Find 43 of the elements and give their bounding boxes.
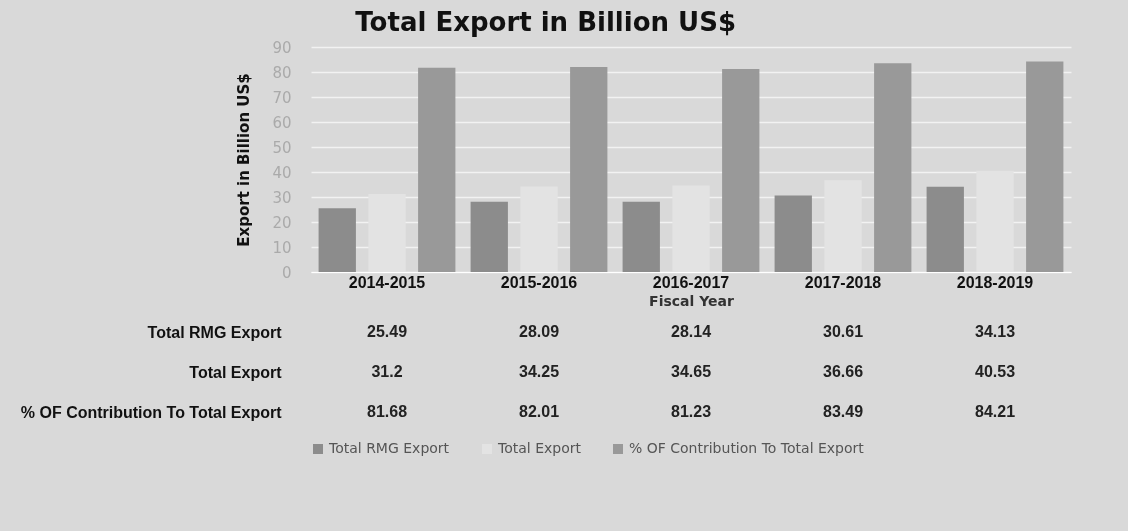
data-label: 82.01 [518, 403, 560, 420]
data-label: 28.09 [518, 323, 560, 340]
bar [470, 201, 508, 272]
bar [926, 186, 964, 272]
bar [774, 195, 812, 272]
data-label: 30.61 [822, 323, 864, 340]
x-tick-label: 2014-2015 [348, 273, 426, 291]
bar [622, 201, 660, 272]
x-tick-label: 2016-2017 [652, 273, 730, 291]
data-label: 81.23 [670, 403, 712, 420]
data-label: 28.14 [670, 323, 712, 340]
y-axis-title: Export in Billion US$ [235, 73, 254, 247]
data-label: 36.66 [822, 363, 864, 380]
data-label: 83.49 [822, 403, 864, 420]
bar [824, 180, 862, 272]
chart-title: Total Export in Billion US$ [355, 7, 736, 37]
data-label: 34.25 [518, 363, 560, 380]
legend-label: % OF Contribution To Total Export [629, 440, 865, 456]
x-tick-label: 2017-2018 [804, 273, 882, 291]
legend-label: Total Export [497, 440, 582, 456]
text: % OF Contribution To Total Export [20, 403, 282, 421]
x-axis-title: Fiscal Year [649, 292, 734, 309]
bar [318, 208, 356, 272]
text: Total RMG Export [147, 323, 282, 341]
text: Total Export [189, 363, 282, 381]
data-label: 34.13 [974, 323, 1016, 340]
bar [570, 66, 608, 272]
data-label: 34.65 [670, 363, 712, 380]
bar [874, 63, 912, 272]
data-label: 81.68 [366, 403, 408, 420]
bar [520, 186, 558, 272]
bar [722, 68, 760, 272]
x-tick-label: 2018-2019 [956, 273, 1034, 291]
bar [1026, 61, 1064, 272]
data-label: 31.2 [371, 363, 403, 380]
data-label: 84.21 [974, 403, 1016, 420]
data-label: 25.49 [366, 323, 408, 340]
bar [672, 185, 710, 272]
data-label: 40.53 [974, 363, 1016, 380]
x-tick-label: 2015-2016 [500, 273, 578, 291]
legend-label: Total RMG Export [328, 440, 450, 456]
bar [418, 67, 456, 272]
bar [368, 194, 406, 272]
